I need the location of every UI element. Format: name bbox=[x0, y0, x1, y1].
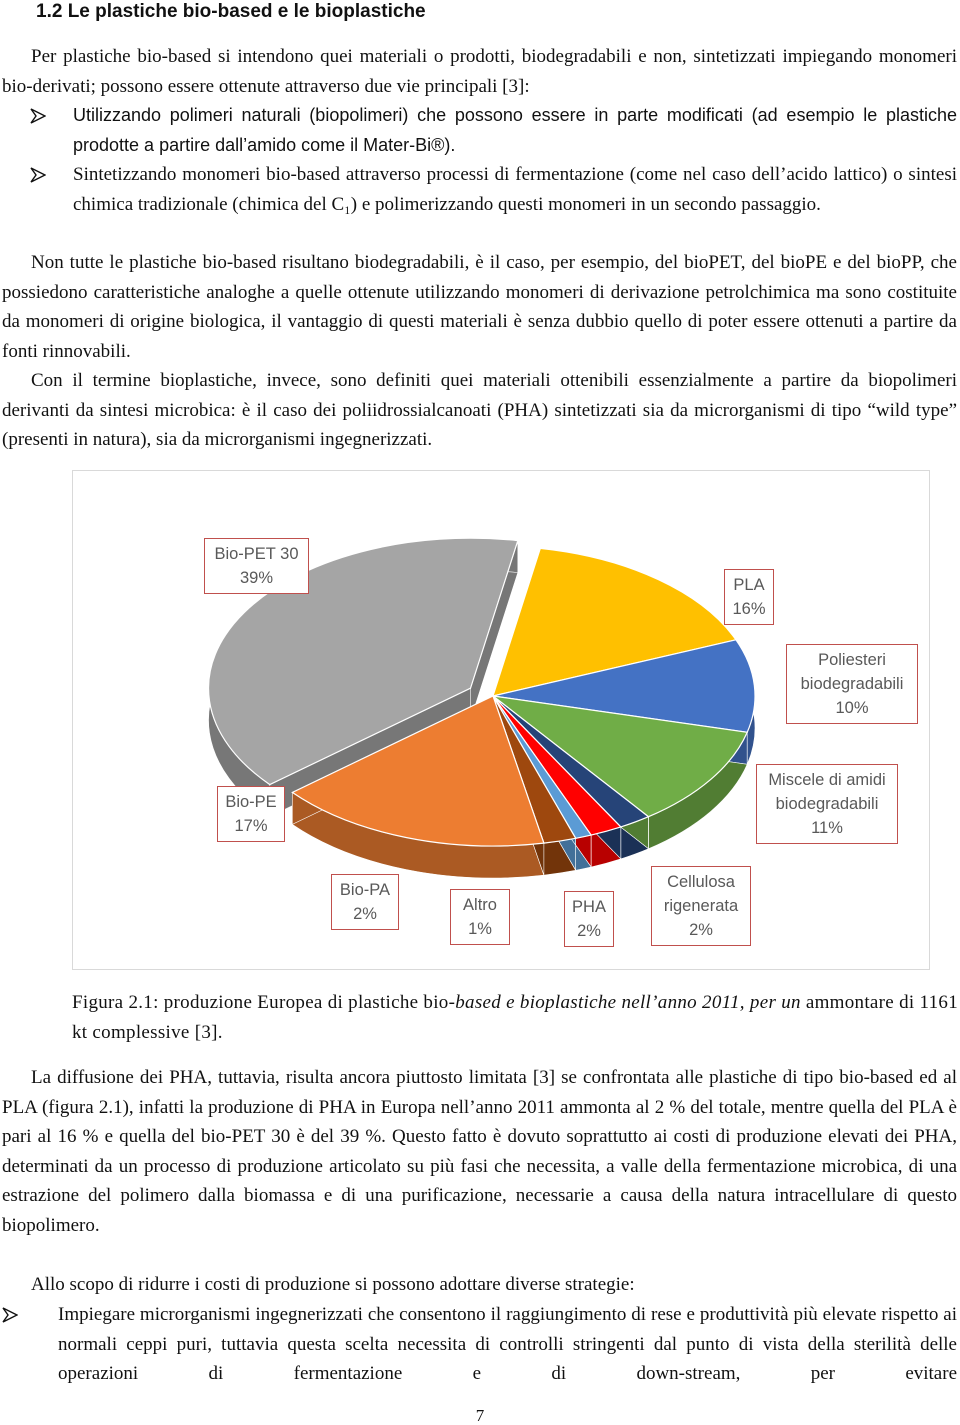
bullet-icon bbox=[2, 1307, 18, 1323]
paragraph: Con il termine bioplastiche, invece, son… bbox=[2, 370, 957, 450]
caption-text: based e bioplastiche nell’anno 2011, per… bbox=[455, 992, 801, 1013]
value-label: 1% bbox=[468, 920, 492, 938]
category-label: Bio-PE bbox=[225, 793, 277, 811]
paragraph: Per plastiche bio-based si intendono que… bbox=[2, 46, 957, 97]
pie-slice bbox=[492, 639, 756, 733]
category-label: Miscele di amidi biodegradabili bbox=[768, 771, 886, 813]
bullet-item: Impiegare microrganismi ingegnerizzati c… bbox=[58, 1304, 957, 1384]
caption-text: Figura 2.1: produzione Europea di plasti… bbox=[72, 992, 456, 1013]
section-heading: 1.2 Le plastiche bio-based e le bioplast… bbox=[36, 1, 426, 22]
value-label: 17% bbox=[234, 817, 268, 835]
data-label: Miscele di amidi biodegradabili 11% bbox=[756, 764, 898, 844]
value-label: 2% bbox=[689, 921, 713, 939]
bullet-icon bbox=[30, 108, 46, 124]
value-label: 11% bbox=[811, 819, 843, 837]
data-label: Altro 1% bbox=[450, 889, 510, 945]
data-label: PLA 16% bbox=[724, 569, 774, 625]
data-label: PHA 2% bbox=[564, 891, 614, 947]
category-label: Bio-PET 30 bbox=[214, 545, 299, 563]
category-label: Bio-PA bbox=[339, 881, 391, 899]
paragraph: La diffusione dei PHA, tuttavia, risulta… bbox=[2, 1067, 957, 1236]
bullet-icon bbox=[30, 167, 46, 183]
data-label: Bio-PE 17% bbox=[217, 786, 285, 842]
pie-chart: Bio-PET 30 39% PLA 16% Poliesteri biodegrada… bbox=[72, 470, 930, 970]
category-label: PLA bbox=[733, 576, 765, 594]
pie-slice bbox=[490, 695, 749, 818]
value-label: 10% bbox=[835, 699, 869, 717]
caption-text: ammontare di 1161 kt complessive [3]. bbox=[72, 992, 958, 1043]
data-label: Bio-PET 30 39% bbox=[204, 538, 309, 594]
data-label: Cellulosa rigenerata 2% bbox=[651, 866, 751, 946]
category-label: Cellulosa rigenerata bbox=[663, 873, 739, 915]
bullet-item: Utilizzando polimeri naturali (biopolime… bbox=[73, 105, 957, 155]
value-label: 39% bbox=[239, 569, 274, 587]
pie-slice bbox=[492, 547, 737, 697]
figure-caption: Figura 2.1: produzione Europea di plasti… bbox=[72, 988, 958, 1047]
data-label: Bio-PA 2% bbox=[331, 874, 399, 930]
bullet-item: Sintetizzando monomeri bio-based attrave… bbox=[73, 164, 957, 215]
category-label: Altro bbox=[463, 896, 497, 914]
category-label: PHA bbox=[572, 898, 606, 916]
value-label: 2% bbox=[353, 905, 377, 923]
page-number: 7 bbox=[475, 1406, 485, 1425]
pie-slice bbox=[291, 695, 545, 847]
pie-slice bbox=[207, 537, 519, 786]
pie-plot bbox=[207, 537, 756, 879]
data-label: Poliesteri biodegradabili 10% bbox=[786, 644, 918, 724]
paragraph: Non tutte le plastiche bio-based risulta… bbox=[2, 252, 957, 362]
value-label: 2% bbox=[577, 922, 601, 940]
paragraph: Allo scopo di ridurre i costi di produzi… bbox=[31, 1274, 635, 1295]
value-label: 16% bbox=[732, 600, 766, 618]
category-label: Poliesteri biodegradabili bbox=[800, 651, 904, 693]
